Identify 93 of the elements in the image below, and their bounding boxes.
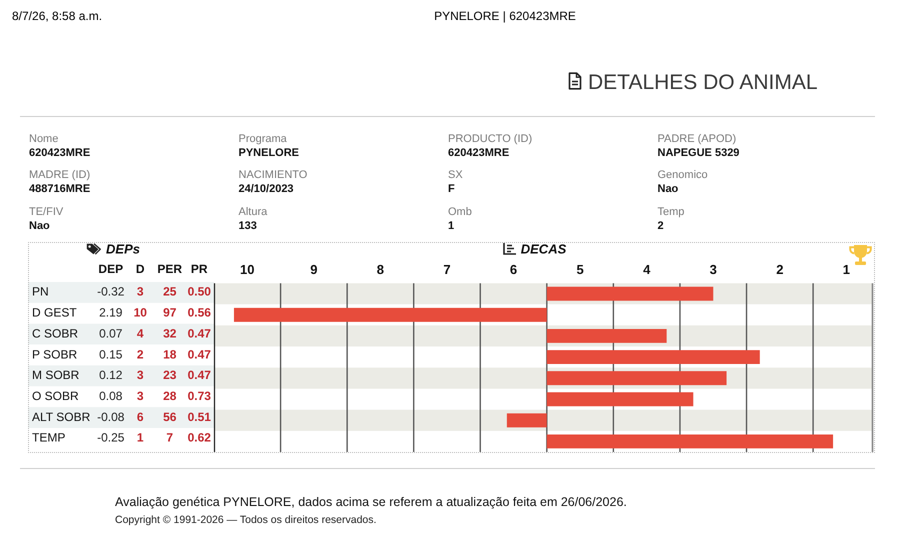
data-label: 10 [134,306,148,320]
bar [546,350,760,364]
data-label: 2 [136,347,144,362]
text: F [448,183,455,196]
data-label: -0.08 [97,410,125,424]
text: Nome [29,133,58,146]
data-label: 3 [136,284,144,299]
text: 620423MRE [29,147,90,160]
data-label: 7 [166,430,174,445]
text: PADRE (APOD) [658,133,736,146]
data-label: 0.62 [188,430,212,445]
text: 133 [238,220,257,234]
chart-title: DEPs [106,241,140,256]
data-label: 0.12 [99,368,123,382]
y-tick-label: O SOBR [32,388,80,403]
chart-title: DECAS [520,241,567,256]
bar [506,413,547,428]
y-tick-label: P SOBR [32,347,78,362]
data-label: 56 [163,410,177,424]
y-tick-label: PN [32,284,49,299]
text: TE/FIV [29,206,64,220]
data-label: 0.47 [188,347,212,362]
x-tick-label: 2 [776,262,784,277]
text: NACIMIENTO [238,169,308,182]
data-label: 0.50 [188,284,212,299]
data-label: -0.32 [97,284,125,299]
text: Nao [658,183,678,196]
text: 8/7/26, 8:58 a.m. [12,9,102,24]
y-tick-label: M SOBR [32,368,80,382]
text: Genomico [658,169,708,182]
data-label: 23 [163,368,177,382]
data-label: 0.47 [188,326,212,340]
data-label: 0.07 [99,326,123,340]
x-tick-label: 4 [643,262,652,277]
y-tick-label: C SOBR [32,326,78,340]
data-label: 32 [163,326,177,340]
data-label: 25 [163,284,177,299]
text: DETALHES DO ANIMAL [588,70,818,96]
x-tick-label: 1 [842,262,850,277]
text: 24/10/2023 [238,183,294,196]
x-tick-label: DEP [98,262,124,276]
text: MADRE (ID) [29,169,90,182]
data-label: 6 [136,410,144,424]
x-tick-label: 7 [443,262,451,277]
data-label: 0.51 [188,410,212,424]
text: 620423MRE [448,147,510,160]
text: Avaliação genética PYNELORE, dados acima se referem a atualização feita em 26/06/2026. [115,495,627,510]
text: Temp [658,206,684,220]
text: Altura [238,206,268,220]
x-tick-label: 6 [510,262,518,277]
data-label: 3 [136,368,144,382]
bar [546,392,694,406]
x-tick-label: PR [190,262,208,276]
x-tick-label: 9 [310,262,318,277]
bar [546,286,714,301]
data-label: 97 [163,306,177,320]
text: 2 [658,220,664,234]
text: SX [448,169,463,182]
x-tick-label: 10 [240,262,255,277]
data-label: 0.47 [188,368,212,382]
data-label: 1 [136,430,144,445]
text: Copyright © 1991-2026 — Todos os direitos reservados. [115,514,376,527]
x-tick-label: 5 [576,262,584,277]
text: NAPEGUE 5329 [658,147,740,160]
data-label: 28 [163,388,177,403]
data-label: 4 [136,326,144,340]
text: 488716MRE [29,183,90,196]
data-label: 3 [136,388,144,403]
bar [546,328,667,343]
text: PRODUCTO (ID) [448,133,532,146]
y-tick-label: TEMP [32,430,66,445]
x-tick-label: 8 [376,262,384,277]
text: 1 [448,220,454,234]
bar [546,371,727,386]
y-tick-label: D GEST [32,306,78,320]
data-label: 18 [163,347,177,362]
data-label: -0.25 [97,430,125,445]
data-label: 0.56 [188,306,212,320]
data-label: 0.15 [99,347,123,362]
x-tick-label: 3 [710,262,717,277]
data-label: 0.08 [99,388,123,403]
text: Omb [448,206,472,220]
data-label: 0.73 [188,388,212,403]
x-tick-label: PER [157,262,182,276]
x-tick-label: D [136,262,145,276]
bar [546,434,834,448]
bar [234,308,547,322]
text: Nao [29,220,50,234]
data-label: 2.19 [99,306,123,320]
text: PYNELORE | 620423MRE [434,9,576,24]
text: PYNELORE [238,147,300,160]
y-tick-label: ALT SOBR [32,410,91,424]
text: Programa [238,133,287,146]
